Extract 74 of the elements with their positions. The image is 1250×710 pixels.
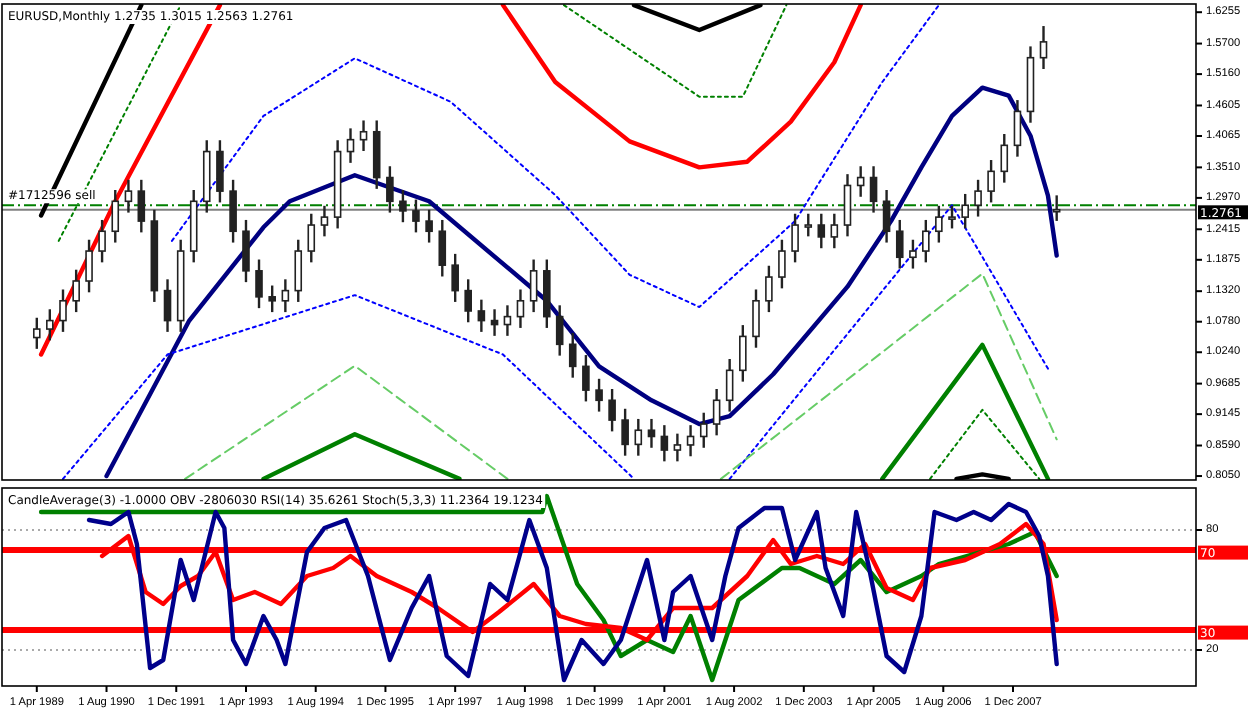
- candlestick: [543, 258, 551, 330]
- candlestick: [791, 212, 799, 264]
- candlestick: [948, 204, 956, 230]
- candlestick: [477, 298, 486, 334]
- candlestick: [922, 218, 930, 264]
- candlestick: [961, 192, 969, 230]
- candlestick: [242, 218, 250, 284]
- candlestick: [516, 288, 525, 330]
- candlestick: [1013, 98, 1022, 158]
- candlestick: [412, 198, 420, 234]
- candlestick: [268, 284, 276, 314]
- candlestick: [163, 278, 172, 334]
- candlestick: [425, 208, 433, 244]
- candlestick: [229, 178, 237, 244]
- candlestick: [869, 165, 878, 214]
- candlestick: [673, 432, 682, 463]
- candlestick: [111, 188, 120, 244]
- candlestick: [451, 252, 459, 304]
- candlestick: [346, 127, 355, 165]
- candlestick: [647, 417, 656, 449]
- candlestick: [555, 304, 564, 357]
- candlestick: [621, 407, 629, 457]
- candlestick: [124, 178, 133, 214]
- candlestick: [372, 119, 381, 191]
- candlestick: [856, 165, 865, 198]
- candlestick: [634, 417, 643, 457]
- candlestick: [216, 139, 224, 204]
- candlestick: [712, 387, 721, 437]
- candlestick: [59, 288, 67, 334]
- candlestick: [974, 178, 982, 218]
- candlestick: [843, 172, 852, 238]
- candlestick: [568, 331, 577, 379]
- candlestick: [804, 212, 813, 238]
- candlestick: [987, 158, 995, 204]
- candlestick: [464, 278, 472, 324]
- candlestick: [725, 357, 734, 413]
- candlestick: [1000, 132, 1009, 184]
- candlestick: [752, 288, 760, 349]
- candlestick: [294, 238, 303, 304]
- candlestick: [882, 188, 891, 244]
- candlestick: [699, 411, 708, 449]
- candlestick: [529, 258, 538, 314]
- candlestick: [399, 188, 407, 224]
- candlestick: [817, 212, 826, 250]
- candlestick: [582, 353, 590, 403]
- candlestick: [386, 165, 394, 214]
- candlestick: [935, 204, 943, 244]
- candlestick: [320, 204, 329, 238]
- candlestick: [32, 316, 41, 351]
- candlestick: [72, 268, 80, 314]
- candlestick: [830, 212, 839, 250]
- candlestick: [137, 178, 146, 234]
- candlestick: [686, 423, 695, 458]
- candlestick: [503, 304, 512, 338]
- candlestick: [438, 218, 447, 278]
- candlestick: [909, 238, 917, 270]
- candlestick: [739, 323, 747, 383]
- candlestick: [778, 238, 786, 290]
- candlestick: [1052, 194, 1061, 223]
- candlestick: [595, 377, 603, 413]
- candlestick: [46, 308, 54, 342]
- candlestick: [307, 212, 316, 264]
- candlestick: [359, 119, 368, 153]
- candlestick: [895, 218, 904, 270]
- line-series: [500, 4, 863, 170]
- candlestick: [281, 278, 290, 314]
- candlestick: [660, 423, 669, 463]
- candlestick: [1039, 24, 1048, 71]
- candlestick: [98, 218, 106, 264]
- candlestick: [85, 238, 93, 294]
- candlestick: [608, 387, 616, 433]
- candlestick: [255, 258, 263, 310]
- line-series: [104, 85, 1059, 479]
- candlestick: [765, 264, 773, 314]
